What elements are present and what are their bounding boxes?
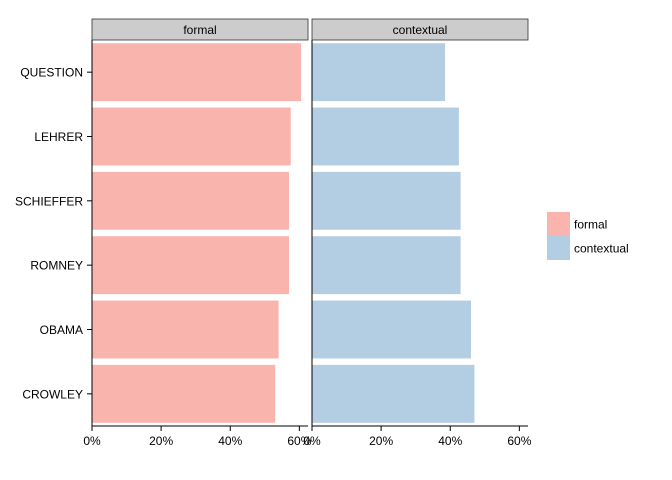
legend-key-contextual <box>547 236 570 260</box>
x-tick-label: 40% <box>218 434 242 448</box>
y-tick-label: LEHRER <box>34 130 83 144</box>
bar-formal-crowley <box>92 364 276 423</box>
x-tick-label: 40% <box>438 434 462 448</box>
bar-contextual-romney <box>312 236 461 295</box>
bar-formal-lehrer <box>92 107 291 166</box>
x-tick-label: 20% <box>369 434 393 448</box>
facet-strip-label: formal <box>183 23 216 37</box>
legend-key-formal <box>547 212 570 236</box>
x-tick-label: 60% <box>287 434 311 448</box>
facet-strip-contextual <box>311 18 529 41</box>
y-tick-label: OBAMA <box>40 323 83 337</box>
legend-label-formal: formal <box>574 218 607 232</box>
facet-strip-formal <box>91 18 309 41</box>
bar-formal-obama <box>92 300 279 359</box>
y-tick-label: SCHIEFFER <box>15 194 83 208</box>
bar-contextual-lehrer <box>312 107 459 166</box>
x-tick-label: 0% <box>83 434 101 448</box>
bar-formal-question <box>92 43 302 102</box>
x-axes: 0% 20% 40% 60%0% 20% 40% 60% <box>83 40 532 448</box>
x-tick-label: 60% <box>507 434 531 448</box>
legend-label-contextual: contextual <box>574 242 629 256</box>
y-tick-label: QUESTION <box>20 66 83 80</box>
bar-contextual-obama <box>312 300 471 359</box>
facet-strips: formal contextual <box>91 18 529 41</box>
y-axis: QUESTION LEHRER SCHIEFFER ROMNEY OBAMA CROWLE… <box>15 40 93 426</box>
bar-contextual-question <box>312 43 446 102</box>
x-tick-label: 0% <box>303 434 321 448</box>
bar-formal-romney <box>92 236 289 295</box>
facet-panels <box>92 43 475 423</box>
legend: formal contextual <box>547 212 629 260</box>
x-tick-label: 20% <box>149 434 173 448</box>
facet-strip-label: contextual <box>393 23 448 37</box>
bar-formal-schieffer <box>92 171 289 230</box>
bar-contextual-schieffer <box>312 171 461 230</box>
y-tick-label: ROMNEY <box>30 259 83 273</box>
bar-contextual-crowley <box>312 364 475 423</box>
y-tick-label: CROWLEY <box>22 387 83 401</box>
